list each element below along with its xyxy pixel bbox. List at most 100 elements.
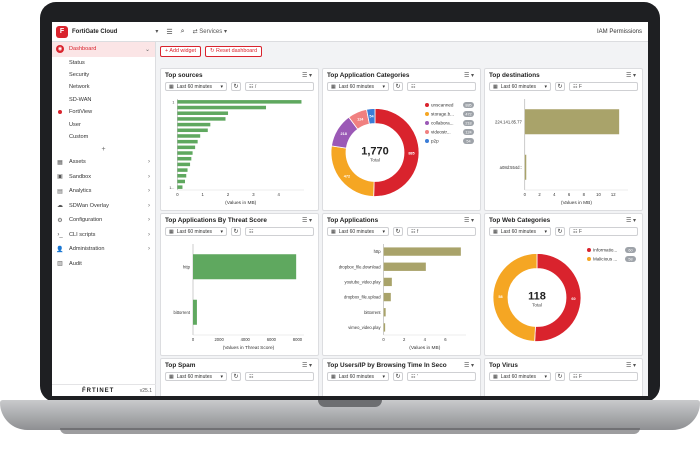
filter-icon: ☷ [249, 373, 255, 380]
filter-input[interactable]: ☷ F [569, 372, 638, 381]
sidebar-subitem-user[interactable]: User [69, 121, 81, 128]
widget-menu-icon[interactable]: ☰ ▾ [625, 72, 636, 79]
add-dashboard-icon[interactable]: + [101, 145, 106, 153]
pie-slice[interactable] [534, 253, 582, 342]
pie-slice[interactable] [373, 108, 420, 197]
bar[interactable] [177, 111, 229, 115]
filter-input[interactable]: ☷ [407, 82, 476, 91]
bar[interactable] [177, 122, 211, 127]
bar[interactable] [383, 262, 426, 271]
bar[interactable] [177, 151, 193, 155]
time-range-select[interactable]: ▦ Last 60 minutes ▾ [489, 372, 551, 381]
filter-input[interactable]: ☷ [245, 227, 314, 236]
x-tick-label: 0 [382, 337, 385, 342]
sidebar-item-audit[interactable]: ▥ Audit [52, 257, 155, 272]
menu-icon[interactable]: ☰ [166, 28, 173, 36]
sidebar-item-analytics[interactable]: ▤ Analytics › [52, 184, 155, 199]
bar[interactable] [524, 154, 527, 180]
refresh-icon[interactable]: ↻ [393, 82, 403, 91]
bar[interactable] [177, 100, 302, 104]
widget-menu-icon[interactable]: ☰ ▾ [463, 217, 474, 224]
filter-input[interactable]: ☷ f [407, 227, 476, 236]
chevron-right-icon: › [148, 217, 150, 224]
sidebar-subitem-fortiview[interactable]: FortiView [52, 106, 155, 118]
bar[interactable] [177, 134, 201, 138]
widget-menu-icon[interactable]: ☰ ▾ [463, 72, 474, 79]
bar[interactable] [383, 308, 386, 317]
filter-input[interactable]: ☷ F [569, 227, 638, 236]
legend-swatch [587, 257, 591, 261]
widget-menu-icon[interactable]: ☰ ▾ [301, 362, 312, 369]
pie-slice[interactable] [492, 253, 538, 342]
filter-input[interactable]: ☷ [245, 372, 314, 381]
refresh-icon[interactable]: ↻ [231, 372, 241, 381]
bar[interactable] [193, 254, 297, 280]
bar[interactable] [177, 185, 183, 189]
refresh-icon[interactable]: ↻ [231, 227, 241, 236]
sidebar-item-administration[interactable]: 👤 Administration › [52, 242, 155, 257]
filter-input[interactable]: ☷ ' [407, 372, 476, 381]
sidebar-item-sandbox[interactable]: ▣ Sandbox › [52, 170, 155, 185]
bar[interactable] [177, 128, 208, 133]
refresh-icon[interactable]: ↻ [393, 372, 403, 381]
time-range-select[interactable]: ▦ Last 60 minutes ▾ [165, 82, 227, 91]
sidebar-subitem-status[interactable]: Status [69, 59, 85, 66]
widget-menu-icon[interactable]: ☰ ▾ [463, 362, 474, 369]
time-range-select[interactable]: ▦ Last 60 minutes ▾ [327, 82, 389, 91]
widget-title: Top Spam [165, 361, 196, 369]
refresh-icon[interactable]: ↻ [555, 227, 565, 236]
sidebar-item-sdwan-overlay[interactable]: ☁ SDWan Overlay › [52, 199, 155, 214]
bar[interactable] [383, 323, 386, 332]
refresh-icon[interactable]: ↻ [393, 227, 403, 236]
bar[interactable] [383, 247, 461, 256]
x-axis-title: (Values in MB) [561, 200, 593, 206]
chevron-down-icon[interactable]: ▾ [155, 29, 159, 35]
time-range-select[interactable]: ▦ Last 60 minutes ▾ [327, 227, 389, 236]
filter-input[interactable]: ☷ F [569, 82, 638, 91]
refresh-icon[interactable]: ↻ [555, 82, 565, 91]
time-range-select[interactable]: ▦ Last 60 minutes ▾ [327, 372, 389, 381]
bar[interactable] [193, 299, 197, 325]
widget-menu-icon[interactable]: ☰ ▾ [625, 362, 636, 369]
bar[interactable] [177, 145, 196, 150]
bar[interactable] [177, 179, 185, 184]
bar[interactable] [177, 162, 191, 167]
fortigate-logo-icon[interactable]: F [56, 25, 68, 38]
bar[interactable] [177, 105, 267, 110]
bar[interactable] [383, 277, 392, 287]
search-icon[interactable]: ⌕ [180, 27, 185, 35]
sidebar-subitem-sdwan[interactable]: SD-WAN [69, 96, 92, 103]
pie-slice[interactable] [366, 108, 376, 125]
bar[interactable] [524, 109, 620, 135]
sidebar-subitem-custom[interactable]: Custom [69, 134, 89, 141]
refresh-icon[interactable]: ↻ [231, 82, 241, 91]
iam-permissions-button[interactable]: IAM Permissions [596, 28, 642, 35]
filter-input[interactable]: ☷ / [245, 82, 314, 91]
sidebar-item-dashboard[interactable]: ◉ Dashboard ⌄ [52, 42, 155, 57]
reset-dashboard-button[interactable]: ↻ Reset dashboard [205, 45, 263, 57]
bar[interactable] [383, 292, 391, 302]
bar[interactable] [177, 168, 188, 172]
services-menu[interactable]: ⇄ Services ▾ [192, 29, 227, 35]
bar[interactable] [177, 174, 187, 178]
legend-label: unscanned [431, 103, 454, 108]
sidebar-item-configuration[interactable]: ⚙ Configuration › [52, 213, 155, 228]
time-range-select[interactable]: ▦ Last 60 minutes ▾ [489, 227, 551, 236]
widget-menu-icon[interactable]: ☰ ▾ [301, 72, 312, 79]
widget-menu-icon[interactable]: ☰ ▾ [625, 217, 636, 224]
time-range-select[interactable]: ▦ Last 60 minutes ▾ [165, 227, 227, 236]
time-range-select[interactable]: ▦ Last 60 minutes ▾ [489, 82, 551, 91]
sidebar-subitem-network[interactable]: Network [69, 84, 90, 91]
sidebar-item-assets[interactable]: ▦ Assets › [52, 155, 155, 170]
sidebar-subitem-security[interactable]: Security [69, 72, 90, 79]
brand-name[interactable]: FortiGate Cloud [72, 28, 118, 35]
refresh-icon[interactable]: ↻ [555, 372, 565, 381]
bar[interactable] [177, 117, 226, 121]
bar[interactable] [177, 139, 198, 144]
widget-menu-icon[interactable]: ☰ ▾ [301, 217, 312, 224]
time-range-select[interactable]: ▦ Last 60 minutes ▾ [165, 372, 227, 381]
sidebar-item-cli-scripts[interactable]: ›_ CLI scripts › [52, 228, 155, 243]
add-widget-button[interactable]: + Add widget [160, 45, 202, 57]
bar[interactable] [177, 156, 192, 161]
sidebar-item-label: SDWan Overlay [69, 202, 109, 209]
